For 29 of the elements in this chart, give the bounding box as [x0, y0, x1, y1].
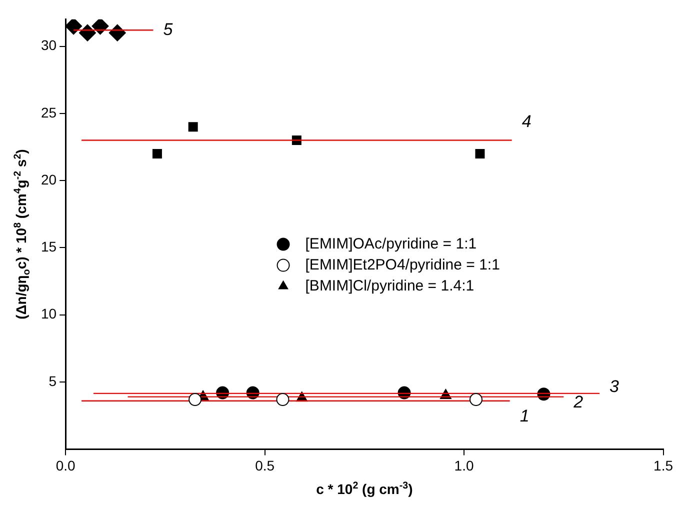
point — [78, 24, 96, 42]
x-tick-label: 1.5 — [654, 457, 674, 474]
legend-label: [BMIM]Cl/pyridine = 1.4:1 — [305, 277, 474, 294]
point — [188, 393, 202, 406]
annotation: 1 — [520, 406, 530, 426]
point — [475, 148, 485, 158]
annotation: 5 — [163, 20, 174, 39]
legend-label: [EMIM]OAc/pyridine = 1:1 — [305, 235, 477, 252]
x-tick-label: 0.5 — [255, 457, 275, 474]
annotation: 4 — [522, 112, 532, 132]
point — [276, 393, 290, 406]
point — [108, 24, 126, 42]
annotation: 3 — [610, 377, 620, 396]
y-tick-label: 15 — [40, 238, 57, 255]
point — [152, 148, 162, 158]
point — [469, 393, 482, 406]
y-tick-label: 25 — [40, 104, 57, 120]
x-tick-label: 1.0 — [454, 457, 474, 474]
y-tick-label: 30 — [40, 37, 57, 54]
text: (Δn/gηoc) * 108 (cm4g-2 s2) — [12, 149, 32, 320]
point — [92, 19, 109, 35]
point — [66, 19, 82, 35]
y-tick-label: 20 — [40, 171, 57, 188]
legend-label: [EMIM]Et2PO4/pyridine = 1:1 — [305, 256, 500, 274]
y-tick-label: 5 — [48, 372, 57, 389]
y-tick-label: 10 — [40, 306, 57, 322]
annotation: 2 — [572, 392, 584, 412]
x-tick-label: 0.0 — [56, 457, 76, 474]
point — [188, 122, 198, 132]
